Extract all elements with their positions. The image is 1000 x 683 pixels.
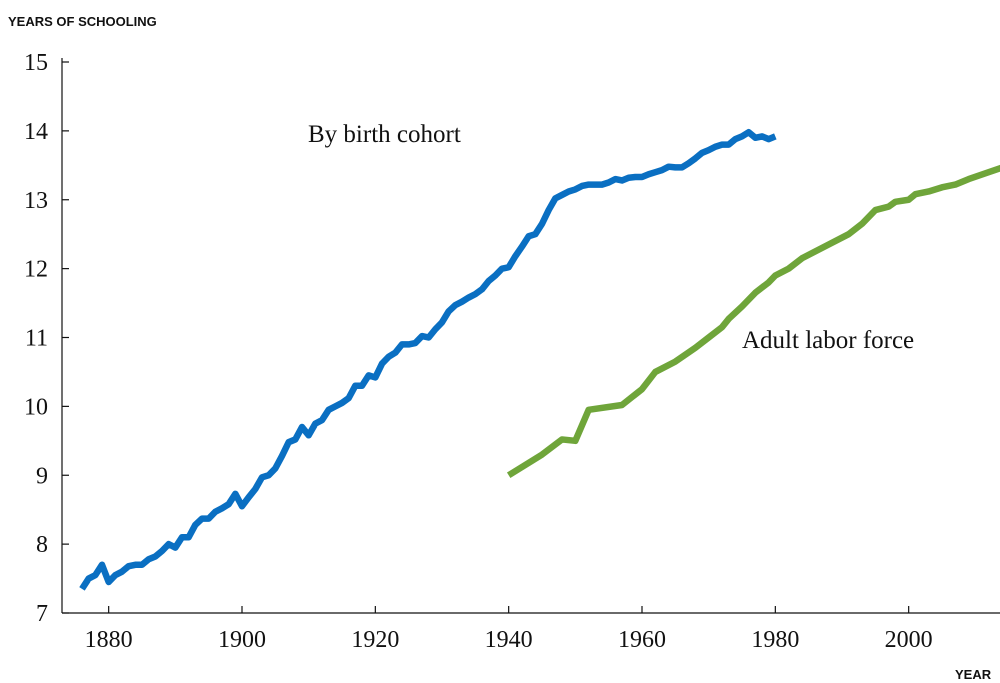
x-tick-label: 1920	[351, 627, 399, 653]
y-tick-label: 14	[24, 119, 48, 145]
x-axis-title: YEAR	[955, 667, 992, 682]
x-tick-label: 1880	[85, 627, 133, 653]
annotation: By birth cohort	[308, 121, 461, 148]
x-tick-label: 2000	[885, 627, 933, 653]
x-tick-label: 1980	[751, 627, 799, 653]
x-tick-label: 1900	[218, 627, 266, 653]
x-tick-label: 1960	[618, 627, 666, 653]
y-tick-label: 10	[24, 394, 48, 420]
y-tick-label: 15	[24, 50, 48, 76]
y-tick-label: 8	[36, 532, 48, 558]
line-series	[79, 129, 777, 591]
x-tick-label: 1940	[485, 627, 533, 653]
y-tick-label: 11	[25, 326, 48, 352]
plot-area	[79, 129, 1000, 591]
line-series	[506, 164, 1000, 479]
annotation: Adult labor force	[742, 327, 914, 354]
y-tick-label: 9	[36, 463, 48, 489]
y-tick-label: 12	[24, 257, 48, 283]
y-tick-label: 7	[36, 601, 48, 627]
y-tick-label: 13	[24, 188, 48, 214]
y-axis-title: YEARS OF SCHOOLING	[8, 14, 157, 29]
